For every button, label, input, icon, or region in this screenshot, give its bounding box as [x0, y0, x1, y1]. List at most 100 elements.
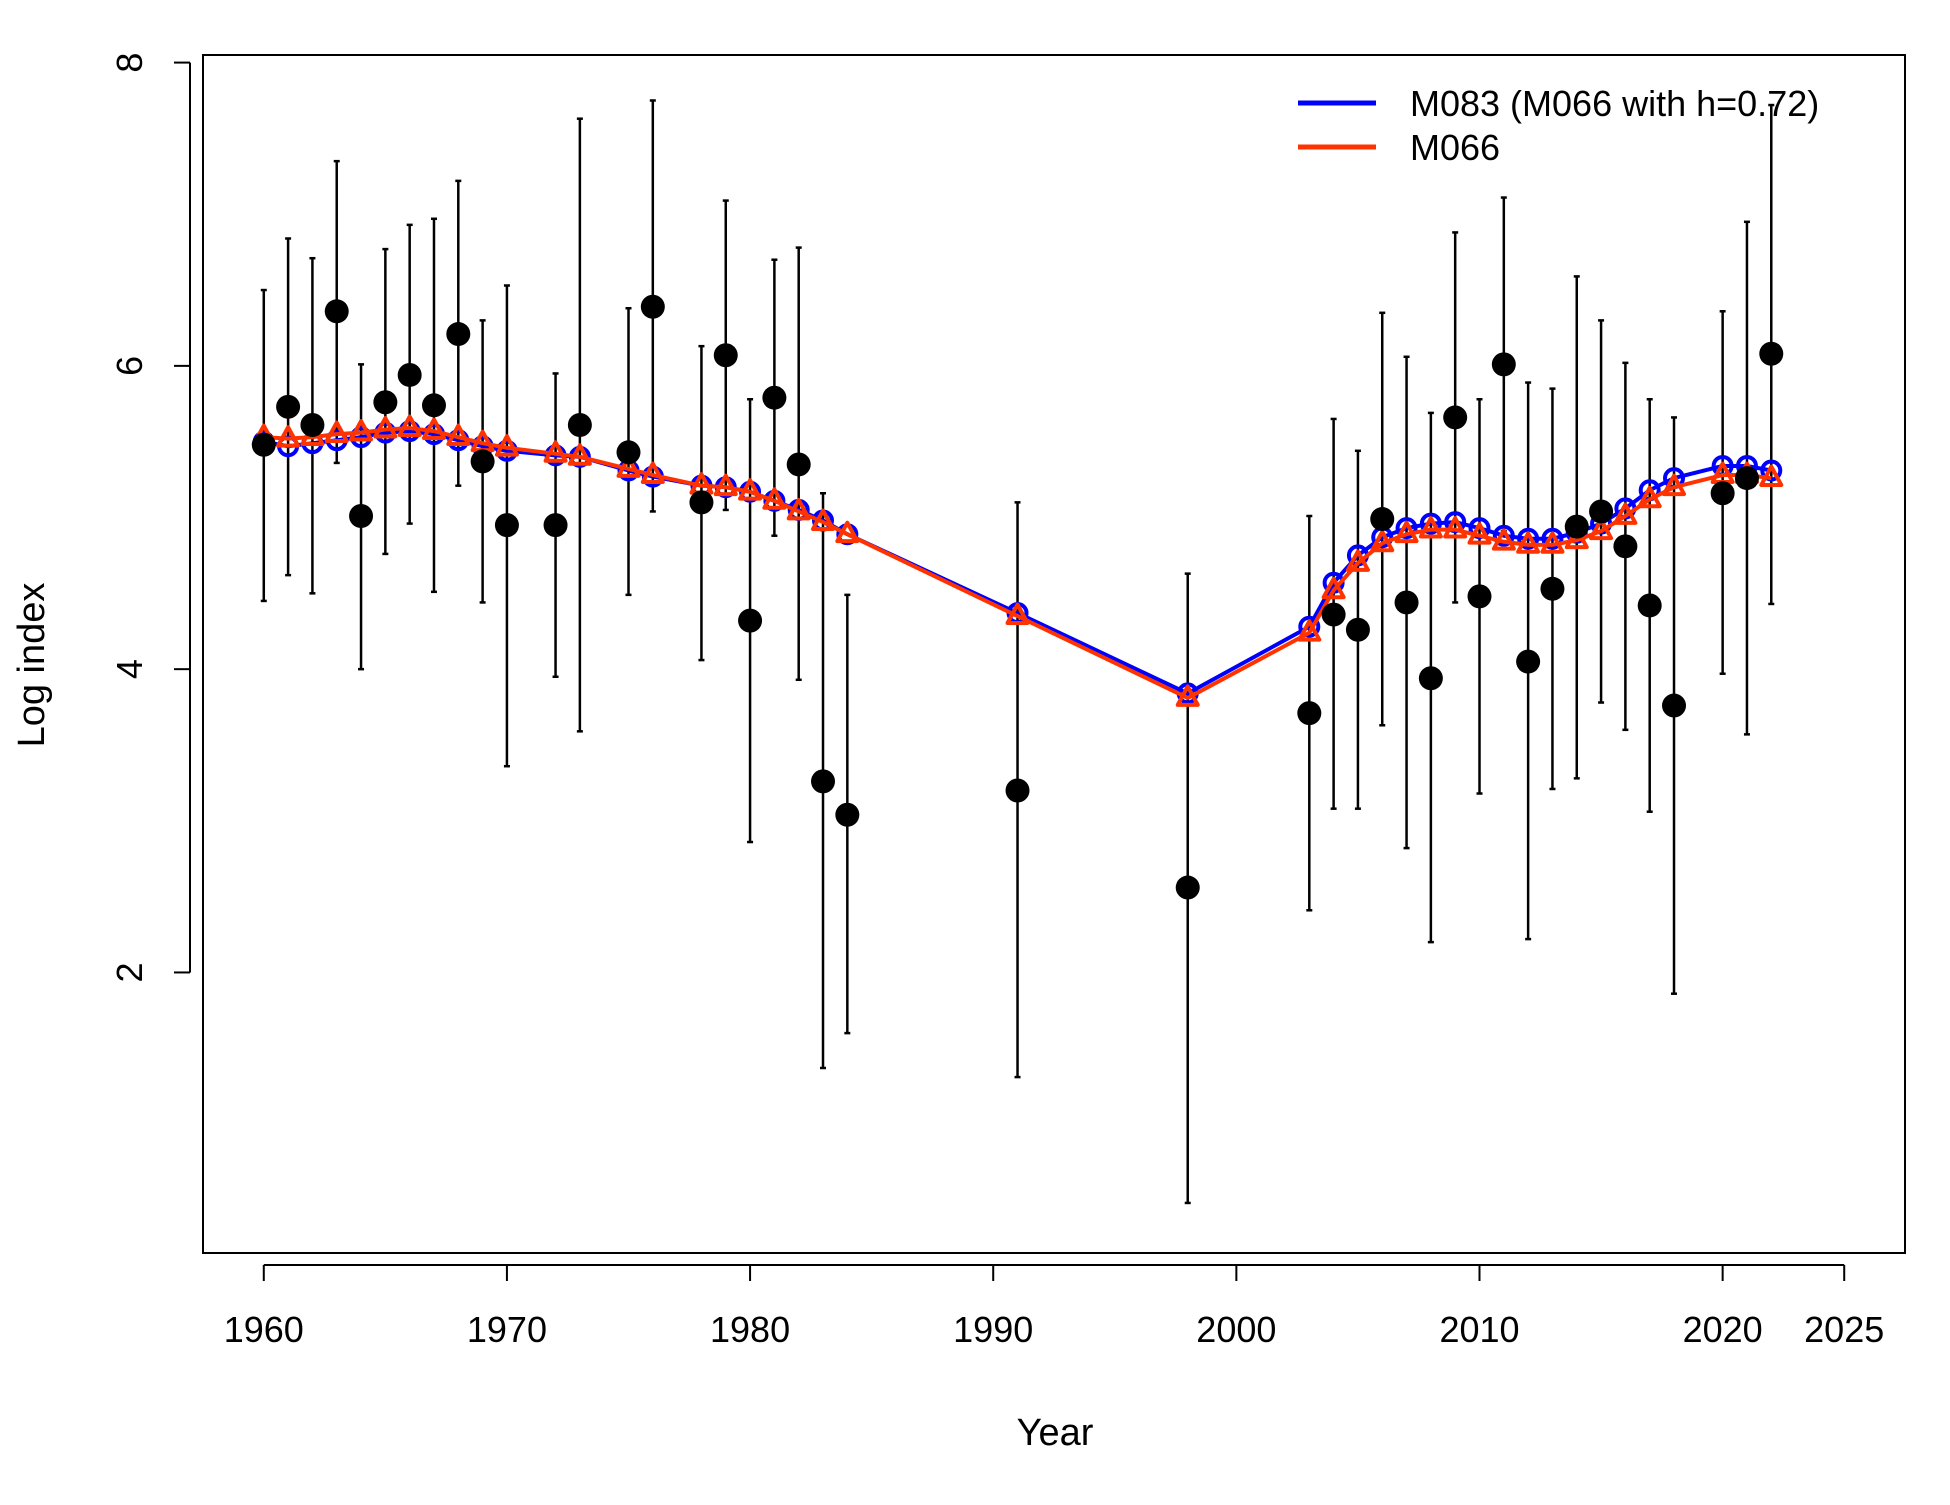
observed-point [713, 343, 738, 368]
series-marker-2 [446, 423, 471, 447]
x-tick-label: 2020 [1683, 1309, 1763, 1350]
series-line-2 [263, 426, 1772, 700]
series-marker-1 [1298, 615, 1321, 638]
series-marker-2 [373, 416, 398, 439]
series-marker-2 [1175, 684, 1200, 707]
y-tick-label: 6 [109, 356, 150, 376]
observed-point [1734, 466, 1759, 491]
observed-point [543, 513, 568, 538]
series-marker-2 [1297, 619, 1322, 642]
observed-point [616, 440, 641, 465]
series-marker-2 [421, 417, 446, 440]
observed-point [1662, 693, 1687, 718]
observed-point [1710, 481, 1735, 506]
y-tick-label: 8 [109, 53, 150, 73]
legend: M083 (M066 with h=0.72)M066 [1298, 83, 1819, 168]
x-tick-label: 2010 [1439, 1309, 1519, 1350]
observed-point [1467, 584, 1492, 609]
series-marker-2 [811, 508, 836, 531]
x-tick-label: 1970 [467, 1309, 547, 1350]
y-tick-label: 2 [109, 962, 150, 982]
series-marker-2 [786, 497, 811, 521]
observed-point [1394, 590, 1419, 615]
x-tick-label: 2025 [1804, 1309, 1884, 1350]
series-marker-2 [349, 419, 374, 442]
series-marker-2 [397, 414, 422, 437]
plot-frame [202, 54, 1906, 1254]
observed-point [349, 504, 374, 529]
series-marker-2 [494, 434, 519, 457]
observed-point [300, 413, 325, 438]
legend-label-2: M066 [1410, 127, 1500, 168]
series-marker-2 [1005, 602, 1030, 625]
series-marker-2 [1394, 520, 1419, 544]
observed-point [324, 299, 349, 324]
series-marker-2 [762, 487, 787, 510]
y-axis-title: Log index [11, 583, 53, 748]
series-marker-2 [835, 520, 860, 544]
observed-point [470, 449, 495, 474]
observed-point [1564, 514, 1589, 539]
series-marker-2 [1516, 531, 1541, 554]
observed-point [811, 769, 836, 794]
legend-label-1: M083 (M066 with h=0.72) [1410, 83, 1819, 124]
series-marker-2 [713, 473, 738, 497]
observed-point [421, 393, 446, 418]
series-marker-2 [1345, 549, 1370, 572]
observed-point [1443, 405, 1468, 430]
series-marker-2 [616, 455, 641, 478]
series-marker-2 [738, 478, 763, 501]
observed-point [1297, 701, 1322, 726]
observed-point [251, 432, 276, 457]
observed-point [1637, 593, 1662, 618]
observed-point [1589, 499, 1614, 524]
observed-point [446, 322, 471, 347]
observed-point [1540, 576, 1565, 601]
series-marker-2 [1662, 473, 1687, 497]
x-tick-label: 1990 [953, 1309, 1033, 1350]
series-marker-1 [1419, 512, 1442, 535]
observed-point [1005, 778, 1030, 803]
series-marker-2 [1637, 485, 1662, 509]
series-marker-2 [1467, 522, 1492, 545]
observed-point [640, 294, 665, 319]
series-marker-2 [1540, 531, 1565, 554]
series-marker-2 [543, 440, 568, 463]
series-marker-1 [1517, 527, 1540, 550]
series-marker-2 [1370, 529, 1395, 553]
observed-point [1759, 341, 1784, 366]
observed-point [786, 452, 811, 477]
series-marker-2 [1759, 464, 1784, 487]
observed-point [276, 394, 301, 419]
series-group [251, 414, 1784, 707]
series-marker-1 [1492, 524, 1515, 547]
observed-point [567, 413, 592, 438]
observed-point [835, 802, 860, 827]
series-marker-2 [1564, 526, 1589, 550]
y-tick-label: 4 [109, 659, 150, 679]
series-marker-2 [1443, 516, 1468, 539]
observed-point [1613, 534, 1638, 559]
x-axis-title: Year [1017, 1412, 1094, 1454]
observed-point [1516, 649, 1541, 674]
series-marker-1 [1395, 517, 1418, 540]
series-marker-1 [1541, 527, 1564, 550]
axes-group: 1960 1970 1980 1990 2000 2010 2020 2025 2 4 6 8 [109, 53, 1906, 1350]
observed-point [1345, 617, 1370, 642]
series-marker-1 [1760, 459, 1783, 482]
series-marker-2 [1613, 502, 1638, 525]
observed-point [1491, 352, 1516, 377]
x-tick-label: 2000 [1196, 1309, 1276, 1350]
series-marker-2 [640, 461, 665, 484]
series-marker-2 [567, 443, 592, 466]
observed-point [494, 513, 519, 538]
observed-point [689, 490, 714, 515]
observed-point [1321, 602, 1346, 627]
x-tick-label: 1980 [710, 1309, 790, 1350]
observed-point [1418, 666, 1443, 691]
observed-point [762, 385, 787, 410]
x-tick-label: 1960 [224, 1309, 304, 1350]
